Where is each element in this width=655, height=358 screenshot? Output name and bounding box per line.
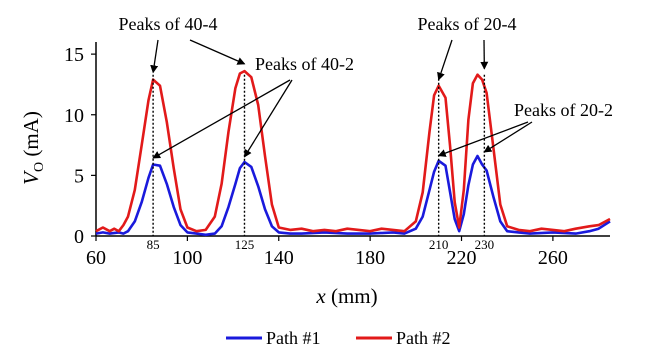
x-tick-label: 180 <box>355 247 385 269</box>
y-axis-label-main: V <box>19 170 43 185</box>
annotation-arrow <box>189 39 246 65</box>
legend: Path #1 Path #2 <box>226 328 451 348</box>
annotation-arrow <box>243 79 293 158</box>
y-tick-label: 0 <box>74 226 84 248</box>
x-axis-label-unit: (mm) <box>326 284 378 308</box>
y-axis-label: VO (mA) <box>19 111 47 185</box>
annotation-arrow <box>150 39 159 74</box>
annotation-arrow <box>152 79 291 159</box>
annotation-label: Peaks of 20-2 <box>514 100 613 120</box>
peak-marker-label: 85 <box>147 237 160 252</box>
x-axis-label-main: x <box>315 284 326 308</box>
annotation-label: Peaks of 40-2 <box>255 54 354 74</box>
annotation-label: Peaks of 40-4 <box>119 14 218 34</box>
annotation-arrow <box>483 121 533 153</box>
x-tick-label: 220 <box>447 247 477 269</box>
peak-marker-label: 125 <box>235 237 255 252</box>
x-tick-label: 60 <box>86 247 106 269</box>
annotation-arrow <box>437 121 529 157</box>
y-tick-label: 5 <box>74 165 84 187</box>
x-tick-label: 100 <box>172 247 202 269</box>
plot-area: 0 5 10 15 60 100 140 180 220 260 85 125 210 230 Peaks … <box>64 14 613 269</box>
x-tick-label: 260 <box>538 247 568 269</box>
y-axis-label-unit: (mA) <box>19 111 43 162</box>
peak-marker-label: 230 <box>475 237 495 252</box>
annotation-label: Peaks of 20-4 <box>418 14 517 34</box>
y-tick-label: 10 <box>64 105 84 127</box>
legend-label-1: Path #1 <box>266 328 321 348</box>
y-axis-label-sub: O <box>32 162 47 172</box>
peak-marker-label: 210 <box>429 237 449 252</box>
annotation-arrow <box>437 39 453 81</box>
series-line-2 <box>95 69 611 233</box>
x-tick-label: 140 <box>264 247 294 269</box>
legend-label-2: Path #2 <box>396 328 451 348</box>
x-axis-label: x (mm) <box>315 284 377 308</box>
series-line-1 <box>95 154 611 237</box>
y-tick-label: 15 <box>64 44 84 66</box>
